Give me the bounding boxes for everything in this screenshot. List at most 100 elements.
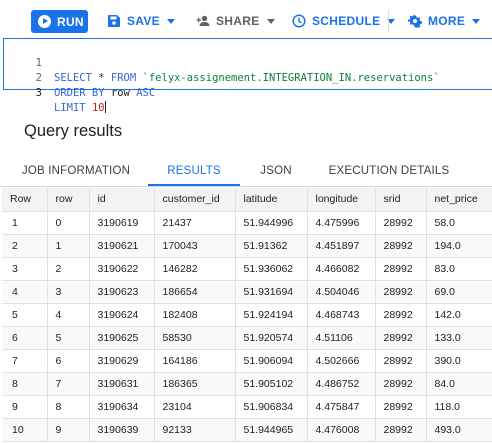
share-label: SHARE bbox=[216, 14, 260, 28]
table-cell: 0 bbox=[47, 211, 90, 235]
table-cell: 146282 bbox=[154, 257, 236, 281]
table-cell: 28992 bbox=[375, 303, 427, 327]
chevron-down-icon bbox=[167, 18, 175, 24]
gear-icon bbox=[408, 14, 422, 30]
table-cell: 3190621 bbox=[89, 234, 155, 258]
table-cell: 3190639 bbox=[89, 418, 155, 442]
active-tab-indicator bbox=[148, 184, 240, 186]
table-cell: 133.0 bbox=[426, 326, 492, 350]
table-cell: 51.944965 bbox=[235, 418, 308, 442]
code-line: 1 SELECT * FROM `felyx-assignement.INTEG… bbox=[4, 41, 440, 84]
code-line: 2 ORDER BY row ASC bbox=[4, 56, 155, 99]
table-cell: 28992 bbox=[375, 211, 427, 235]
person-add-icon bbox=[196, 14, 210, 28]
table-cell: 51.931694 bbox=[235, 280, 308, 304]
table-cell: 4.466082 bbox=[307, 257, 376, 281]
save-icon bbox=[107, 14, 121, 28]
table-cell: 28992 bbox=[375, 257, 427, 281]
table-cell: 6 bbox=[47, 349, 90, 373]
keyword: SELECT bbox=[54, 72, 92, 84]
column-header[interactable]: srid bbox=[375, 188, 427, 212]
table-row[interactable]: 5 4 3190624 182408 51.924194 4.468743 28992 142… bbox=[2, 303, 492, 327]
table-cell: 83.0 bbox=[426, 257, 492, 281]
table-cell: 8 bbox=[47, 395, 90, 419]
table-cell: 390.0 bbox=[426, 349, 492, 373]
table-row[interactable]: 7 6 3190629 164186 51.906094 4.502666 28992 390… bbox=[2, 349, 492, 373]
results-tabs: JOB INFORMATION RESULTS JSON EXECUTION D… bbox=[0, 155, 492, 187]
table-cell: 4 bbox=[47, 303, 90, 327]
table-cell: 493.0 bbox=[426, 418, 492, 442]
table-cell: 7 bbox=[47, 372, 90, 396]
schedule-button[interactable]: SCHEDULE bbox=[292, 12, 396, 30]
table-cell: 194.0 bbox=[426, 234, 492, 258]
table-cell: 4.475996 bbox=[307, 211, 376, 235]
share-button[interactable]: SHARE bbox=[196, 12, 275, 30]
column-header[interactable]: Row bbox=[2, 188, 48, 212]
table-cell: 164186 bbox=[154, 349, 236, 373]
table-cell: 28992 bbox=[375, 280, 427, 304]
row-number-cell: 10 bbox=[2, 418, 48, 442]
chevron-down-icon bbox=[472, 18, 481, 24]
table-cell: 3190622 bbox=[89, 257, 155, 281]
table-cell: 51.905102 bbox=[235, 372, 308, 396]
table-cell: 28992 bbox=[375, 372, 427, 396]
tab-json[interactable]: JSON bbox=[260, 165, 292, 177]
table-row[interactable]: 1 0 3190619 21437 51.944996 4.475996 28992 58.0 bbox=[2, 211, 492, 235]
table-cell: 28992 bbox=[375, 395, 427, 419]
table-cell: 28992 bbox=[375, 234, 427, 258]
table-cell: 3 bbox=[47, 280, 90, 304]
column-header[interactable]: longitude bbox=[307, 188, 376, 212]
table-cell: 58530 bbox=[154, 326, 236, 350]
query-results-title: Query results bbox=[24, 122, 123, 140]
save-label: SAVE bbox=[127, 14, 160, 28]
play-icon bbox=[38, 15, 51, 28]
row-number-cell: 1 bbox=[2, 211, 48, 235]
table-cell: 4.468743 bbox=[307, 303, 376, 327]
run-button[interactable]: RUN bbox=[31, 10, 88, 33]
table-cell: 51.91362 bbox=[235, 234, 308, 258]
table-row[interactable]: 10 9 3190639 92133 51.944965 4.476008 28992 493… bbox=[2, 418, 492, 442]
line-number: 3 bbox=[35, 87, 42, 99]
table-row[interactable]: 9 8 3190634 23104 51.906834 4.475847 28992 118.… bbox=[2, 395, 492, 419]
column-header[interactable]: id bbox=[89, 188, 155, 212]
keyword: ASC bbox=[136, 87, 156, 99]
table-cell: 118.0 bbox=[426, 395, 492, 419]
row-number-cell: 5 bbox=[2, 303, 48, 327]
table-cell: 23104 bbox=[154, 395, 236, 419]
schedule-label: SCHEDULE bbox=[312, 14, 381, 28]
table-cell: 4.451897 bbox=[307, 234, 376, 258]
table-cell: 51.906094 bbox=[235, 349, 308, 373]
table-cell: 3190629 bbox=[89, 349, 155, 373]
table-cell: 28992 bbox=[375, 326, 427, 350]
table-row[interactable]: 2 1 3190621 170043 51.91362 4.451897 28992 194.… bbox=[2, 234, 492, 258]
results-table: Row row id customer_id latitude longitud… bbox=[2, 188, 492, 442]
save-button[interactable]: SAVE bbox=[107, 12, 175, 30]
clock-icon bbox=[292, 14, 306, 28]
more-button[interactable]: MORE bbox=[408, 12, 481, 30]
row-number-cell: 4 bbox=[2, 280, 48, 304]
table-row[interactable]: 6 5 3190625 58530 51.920574 4.51106 28992 133.0 bbox=[2, 326, 492, 350]
table-header-row: Row row id customer_id latitude longitud… bbox=[2, 188, 492, 212]
tab-job-information[interactable]: JOB INFORMATION bbox=[21, 165, 131, 177]
tab-execution-details[interactable]: EXECUTION DETAILS bbox=[328, 165, 450, 177]
column-header[interactable]: row bbox=[47, 188, 90, 212]
table-cell: 9 bbox=[47, 418, 90, 442]
table-cell: 21437 bbox=[154, 211, 236, 235]
table-cell: 4.475847 bbox=[307, 395, 376, 419]
row-number-cell: 8 bbox=[2, 372, 48, 396]
table-cell: 4.51106 bbox=[307, 326, 376, 350]
tab-results[interactable]: RESULTS bbox=[167, 165, 221, 177]
column-header[interactable]: customer_id bbox=[154, 188, 236, 212]
keyword: LIMIT bbox=[54, 102, 86, 114]
column-header[interactable]: latitude bbox=[235, 188, 308, 212]
table-row[interactable]: 4 3 3190623 186654 51.931694 4.504046 28992 69.… bbox=[2, 280, 492, 304]
column-header[interactable]: net_price bbox=[426, 188, 492, 212]
table-row[interactable]: 3 2 3190622 146282 51.936062 4.466082 28992 83.… bbox=[2, 257, 492, 281]
table-cell: 4.476008 bbox=[307, 418, 376, 442]
table-cell: 84.0 bbox=[426, 372, 492, 396]
table-row[interactable]: 8 7 3190631 186365 51.905102 4.486752 28992 84.… bbox=[2, 372, 492, 396]
table-cell: 186365 bbox=[154, 372, 236, 396]
sql-editor[interactable]: 1 SELECT * FROM `felyx-assignement.INTEG… bbox=[3, 38, 492, 114]
table-cell: 3190623 bbox=[89, 280, 155, 304]
table-cell: 28992 bbox=[375, 418, 427, 442]
